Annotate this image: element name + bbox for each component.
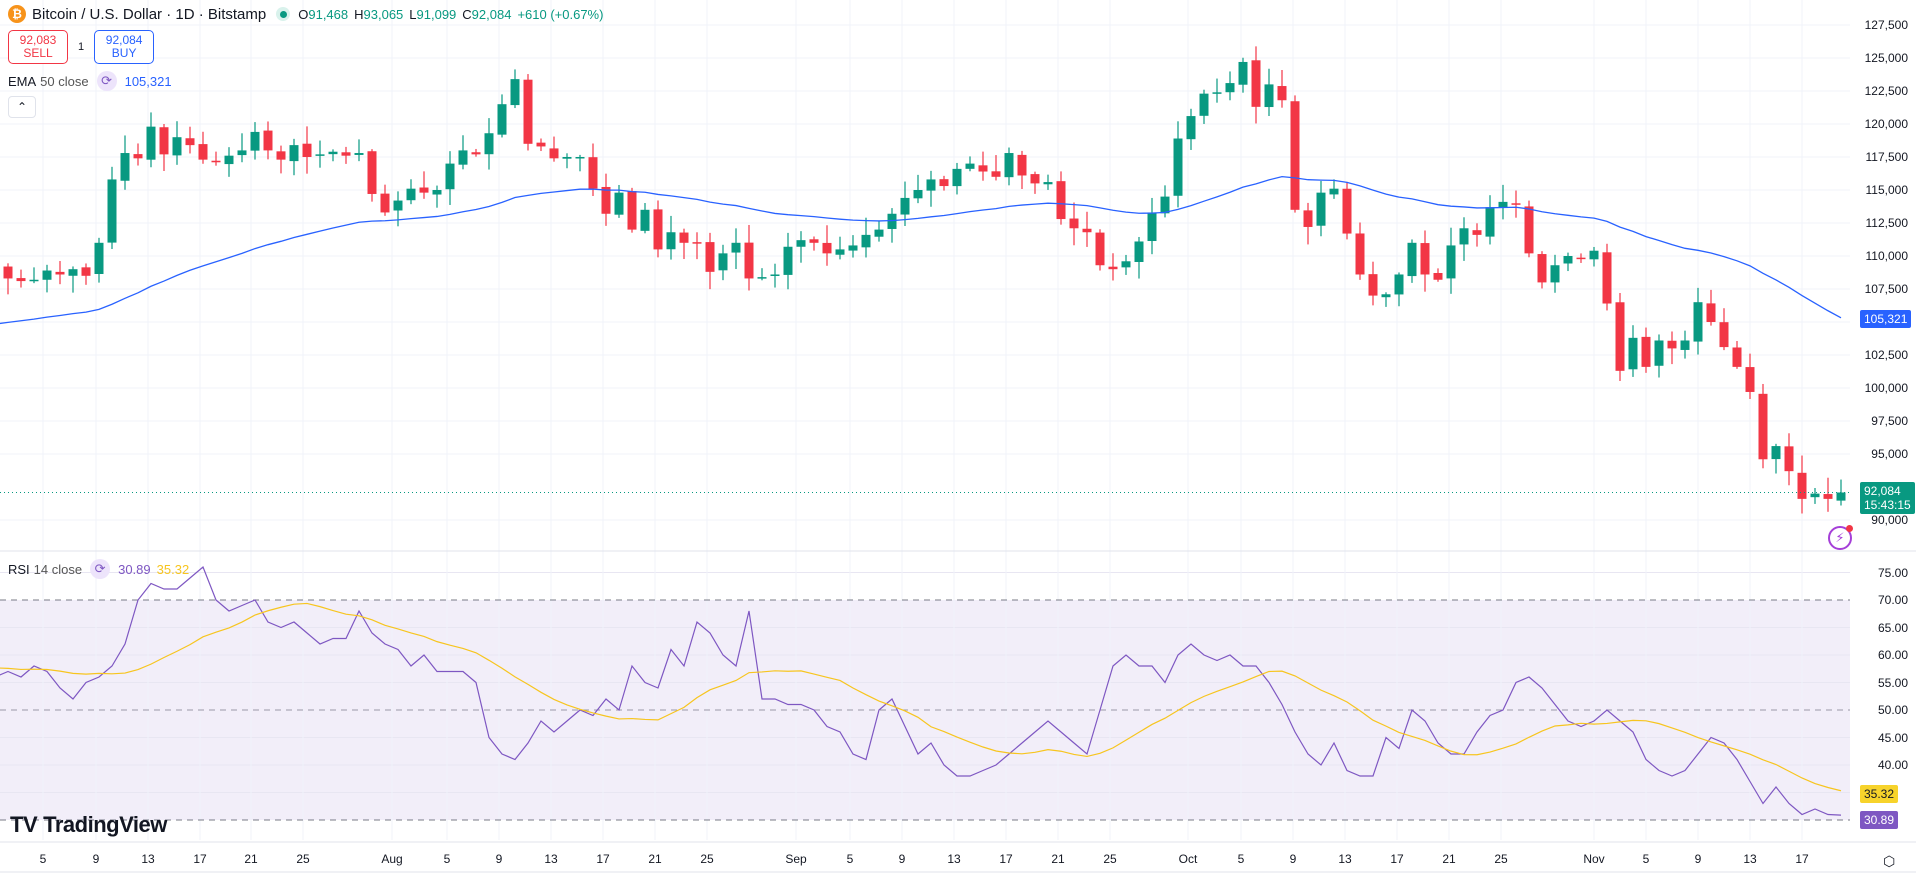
rsi-value: 30.89 bbox=[118, 561, 151, 577]
rsi-axis-label: 65.00 bbox=[1877, 620, 1908, 635]
time-axis-label: 5 bbox=[1237, 852, 1245, 866]
price-axis-label: 97,500 bbox=[1871, 414, 1908, 428]
time-axis-label: 9 bbox=[898, 852, 906, 866]
last-price: 92,084 bbox=[1864, 484, 1901, 498]
ohlc-change: +610 (+0.67%) bbox=[517, 6, 604, 22]
symbol-legend: ₿ Bitcoin / U.S. Dollar · 1D · Bitstamp … bbox=[8, 5, 609, 23]
market-open-dot-icon bbox=[276, 7, 291, 21]
time-axis-label: 25 bbox=[296, 852, 310, 866]
rsi-params: 14 close bbox=[33, 561, 83, 577]
ohlc-open: O91,468 bbox=[298, 6, 349, 22]
rsi-badge: 30.89 bbox=[1860, 811, 1899, 829]
rsi-ma-badge: 35.32 bbox=[1860, 785, 1899, 803]
time-axis-label: Oct bbox=[1178, 852, 1198, 866]
ema-price-badge: 105,321 bbox=[1860, 310, 1912, 328]
time-axis-label: 17 bbox=[1390, 852, 1404, 866]
time-axis-label: 9 bbox=[1694, 852, 1702, 866]
time-axis-label: 17 bbox=[999, 852, 1013, 866]
time-axis-label: 13 bbox=[1743, 852, 1757, 866]
price-axis-label: 122,500 bbox=[1864, 84, 1908, 98]
time-axis-label: 9 bbox=[92, 852, 100, 866]
price-axis-label: 102,500 bbox=[1864, 348, 1908, 362]
price-axis-label: 112,500 bbox=[1865, 216, 1909, 230]
price-axis-label: 120,000 bbox=[1864, 117, 1908, 131]
buy-price: 92,084 bbox=[105, 33, 143, 47]
time-axis-label: Sep bbox=[785, 852, 807, 866]
rsi-axis-label: 45.00 bbox=[1877, 730, 1908, 745]
price-axis-label: 125,000 bbox=[1864, 51, 1908, 65]
price-axis-label: 90,000 bbox=[1871, 513, 1908, 527]
sell-label: SELL bbox=[23, 46, 53, 60]
tradingview-mark-icon: TV bbox=[10, 812, 38, 837]
collapse-legend-button[interactable]: ⌃ bbox=[8, 96, 36, 118]
ohlc-low: L91,099 bbox=[409, 6, 457, 22]
sync-icon[interactable]: ⟳ bbox=[90, 559, 111, 579]
price-axis-label: 110,000 bbox=[1865, 249, 1909, 263]
time-axis-label: 5 bbox=[846, 852, 854, 866]
time-axis-label: 21 bbox=[1442, 852, 1456, 866]
bitcoin-icon: ₿ bbox=[8, 5, 26, 23]
ohlc-high: H93,065 bbox=[354, 6, 404, 22]
price-axis-label: 95,000 bbox=[1871, 447, 1908, 461]
order-quantity: 1 bbox=[78, 41, 85, 53]
rsi-name: RSI bbox=[8, 561, 30, 577]
price-axis-label: 117,500 bbox=[1865, 150, 1909, 164]
time-axis-label: 5 bbox=[443, 852, 451, 866]
time-axis-label: 17 bbox=[596, 852, 610, 866]
chevron-up-icon: ⌃ bbox=[16, 100, 28, 114]
buy-label: BUY bbox=[111, 46, 137, 60]
ema-legend[interactable]: EMA 50 close ⟳ 105,321 bbox=[8, 71, 172, 91]
time-axis-label: 21 bbox=[648, 852, 662, 866]
time-axis-label: 13 bbox=[544, 852, 558, 866]
time-axis-label: 25 bbox=[700, 852, 714, 866]
time-axis-label: 13 bbox=[141, 852, 155, 866]
tradingview-logo[interactable]: TV TradingView bbox=[10, 812, 167, 838]
ohlc-close: C92,084 bbox=[462, 6, 512, 22]
ema-name: EMA bbox=[8, 73, 37, 89]
ema-params: 50 close bbox=[40, 73, 89, 89]
time-axis-label: Nov bbox=[1583, 852, 1605, 866]
rsi-legend[interactable]: RSI 14 close ⟳ 30.89 35.32 bbox=[8, 559, 189, 579]
sync-icon[interactable]: ⟳ bbox=[96, 71, 117, 91]
time-axis-label: 21 bbox=[244, 852, 258, 866]
rsi-ma-value: 35.32 bbox=[156, 561, 190, 577]
time-axis-label: 21 bbox=[1051, 852, 1065, 866]
lightning-alert-icon[interactable]: ⚡ bbox=[1828, 525, 1853, 550]
price-axis-label: 100,000 bbox=[1864, 381, 1908, 395]
settings-hex-icon[interactable]: ⬡ bbox=[1883, 853, 1896, 869]
symbol-title[interactable]: Bitcoin / U.S. Dollar · 1D · Bitstamp bbox=[32, 5, 267, 23]
trade-buttons: 92,083 SELL 1 92,084 BUY bbox=[8, 30, 155, 64]
rsi-axis-label: 70.00 bbox=[1877, 593, 1908, 607]
price-axis-label: 127,500 bbox=[1864, 18, 1908, 32]
rsi-axis-label: 60.00 bbox=[1877, 648, 1908, 662]
time-axis-label: 13 bbox=[947, 852, 961, 866]
rsi-axis-label: 55.00 bbox=[1877, 675, 1908, 690]
time-axis-label: Aug bbox=[381, 852, 403, 866]
time-axis-label: 9 bbox=[1289, 852, 1297, 866]
bar-countdown: 15:43:15 bbox=[1864, 498, 1911, 512]
ema-value: 105,321 bbox=[124, 73, 172, 89]
time-axis-label: 25 bbox=[1494, 852, 1508, 866]
time-axis-label: 17 bbox=[1795, 852, 1809, 866]
time-axis-label: 17 bbox=[193, 852, 207, 866]
last-price-badge: 92,084 15:43:15 bbox=[1860, 482, 1915, 514]
sell-button[interactable]: 92,083 SELL bbox=[8, 30, 68, 64]
price-axis-label: 115,000 bbox=[1865, 183, 1909, 197]
sell-price: 92,083 bbox=[19, 33, 57, 47]
buy-button[interactable]: 92,084 BUY bbox=[94, 30, 155, 64]
rsi-axis-label: 50.00 bbox=[1877, 703, 1908, 717]
rsi-axis-label: 75.00 bbox=[1877, 565, 1908, 580]
time-axis-label: 9 bbox=[495, 852, 503, 866]
time-axis-label: 5 bbox=[1642, 852, 1650, 866]
time-axis-label: 13 bbox=[1338, 852, 1352, 866]
time-axis-label: 25 bbox=[1103, 852, 1117, 866]
price-axis-label: 107,500 bbox=[1864, 282, 1908, 296]
tradingview-wordmark: TradingView bbox=[43, 812, 167, 837]
rsi-axis-label: 40.00 bbox=[1877, 758, 1908, 772]
time-axis-label: 5 bbox=[39, 852, 47, 866]
